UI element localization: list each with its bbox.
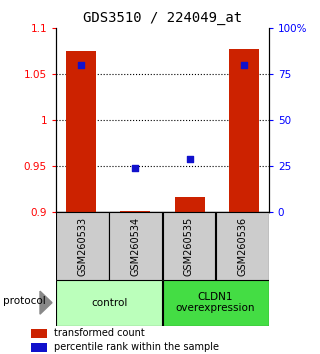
Bar bbox=[163, 212, 215, 280]
Bar bbox=[56, 280, 162, 326]
Bar bbox=[31, 329, 47, 338]
Bar bbox=[175, 197, 204, 212]
Point bbox=[78, 62, 83, 68]
Bar bbox=[66, 51, 96, 212]
Text: GSM260535: GSM260535 bbox=[184, 216, 194, 276]
Point bbox=[242, 62, 247, 68]
Bar bbox=[120, 211, 150, 212]
Title: GDS3510 / 224049_at: GDS3510 / 224049_at bbox=[83, 11, 242, 24]
Text: transformed count: transformed count bbox=[54, 328, 145, 338]
Point bbox=[132, 165, 138, 171]
Bar bbox=[56, 212, 109, 280]
Point bbox=[187, 156, 192, 162]
Bar bbox=[163, 280, 269, 326]
Bar bbox=[31, 343, 47, 352]
Bar bbox=[216, 212, 269, 280]
Text: control: control bbox=[91, 298, 127, 308]
Polygon shape bbox=[40, 291, 52, 314]
Text: CLDN1
overexpression: CLDN1 overexpression bbox=[176, 292, 255, 314]
Bar bbox=[109, 212, 162, 280]
Text: GSM260536: GSM260536 bbox=[237, 216, 247, 276]
Text: GSM260533: GSM260533 bbox=[77, 216, 88, 276]
Text: protocol: protocol bbox=[3, 296, 46, 306]
Text: percentile rank within the sample: percentile rank within the sample bbox=[54, 342, 220, 352]
Bar bbox=[229, 50, 259, 212]
Text: GSM260534: GSM260534 bbox=[131, 216, 141, 276]
